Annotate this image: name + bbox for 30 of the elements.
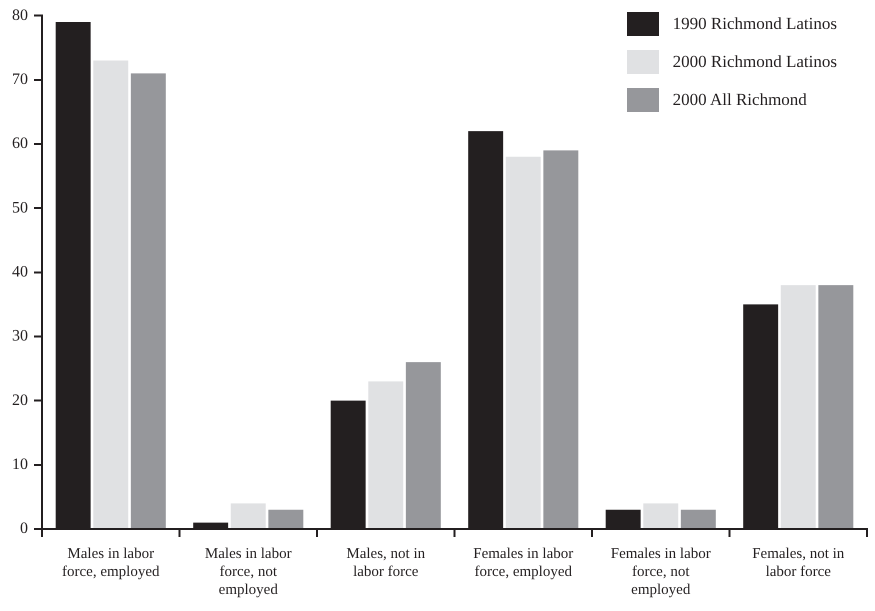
- legend-label: 2000 All Richmond: [672, 90, 807, 110]
- x-tick-label: Males in labor force, not employed: [204, 546, 292, 598]
- bar: [93, 60, 128, 528]
- x-tick-label: Males in labor force, employed: [62, 546, 160, 580]
- bar: [818, 285, 854, 528]
- bar: [230, 503, 266, 528]
- y-tick-label: 60: [12, 135, 28, 152]
- x-tick-label: Females in labor force, not employed: [610, 546, 711, 598]
- bar: [680, 510, 716, 528]
- bar: [368, 381, 404, 528]
- y-tick-label: 70: [12, 70, 28, 88]
- bar: [780, 285, 816, 528]
- bar: [543, 150, 578, 528]
- legend-label: 1990 Richmond Latinos: [672, 14, 837, 34]
- x-tick-label: Females, not in labor force: [752, 546, 845, 580]
- bar: [406, 362, 441, 528]
- y-tick-label: 40: [12, 264, 28, 281]
- x-tick-label: Males, not in labor force: [346, 546, 426, 580]
- y-tick-label: 10: [12, 456, 28, 474]
- x-tick-label: Females in labor force, employed: [473, 546, 574, 580]
- legend-label: 2000 Richmond Latinos: [672, 52, 837, 72]
- y-tick-label: 80: [12, 6, 28, 24]
- y-tick-label: 30: [12, 328, 28, 345]
- bar: [506, 156, 541, 528]
- bar: [130, 73, 166, 528]
- y-tick-label: 20: [12, 392, 28, 409]
- y-tick-label: 50: [12, 199, 28, 216]
- bar: [643, 503, 678, 528]
- y-tick-label: 0: [20, 520, 28, 538]
- bar: [268, 510, 304, 528]
